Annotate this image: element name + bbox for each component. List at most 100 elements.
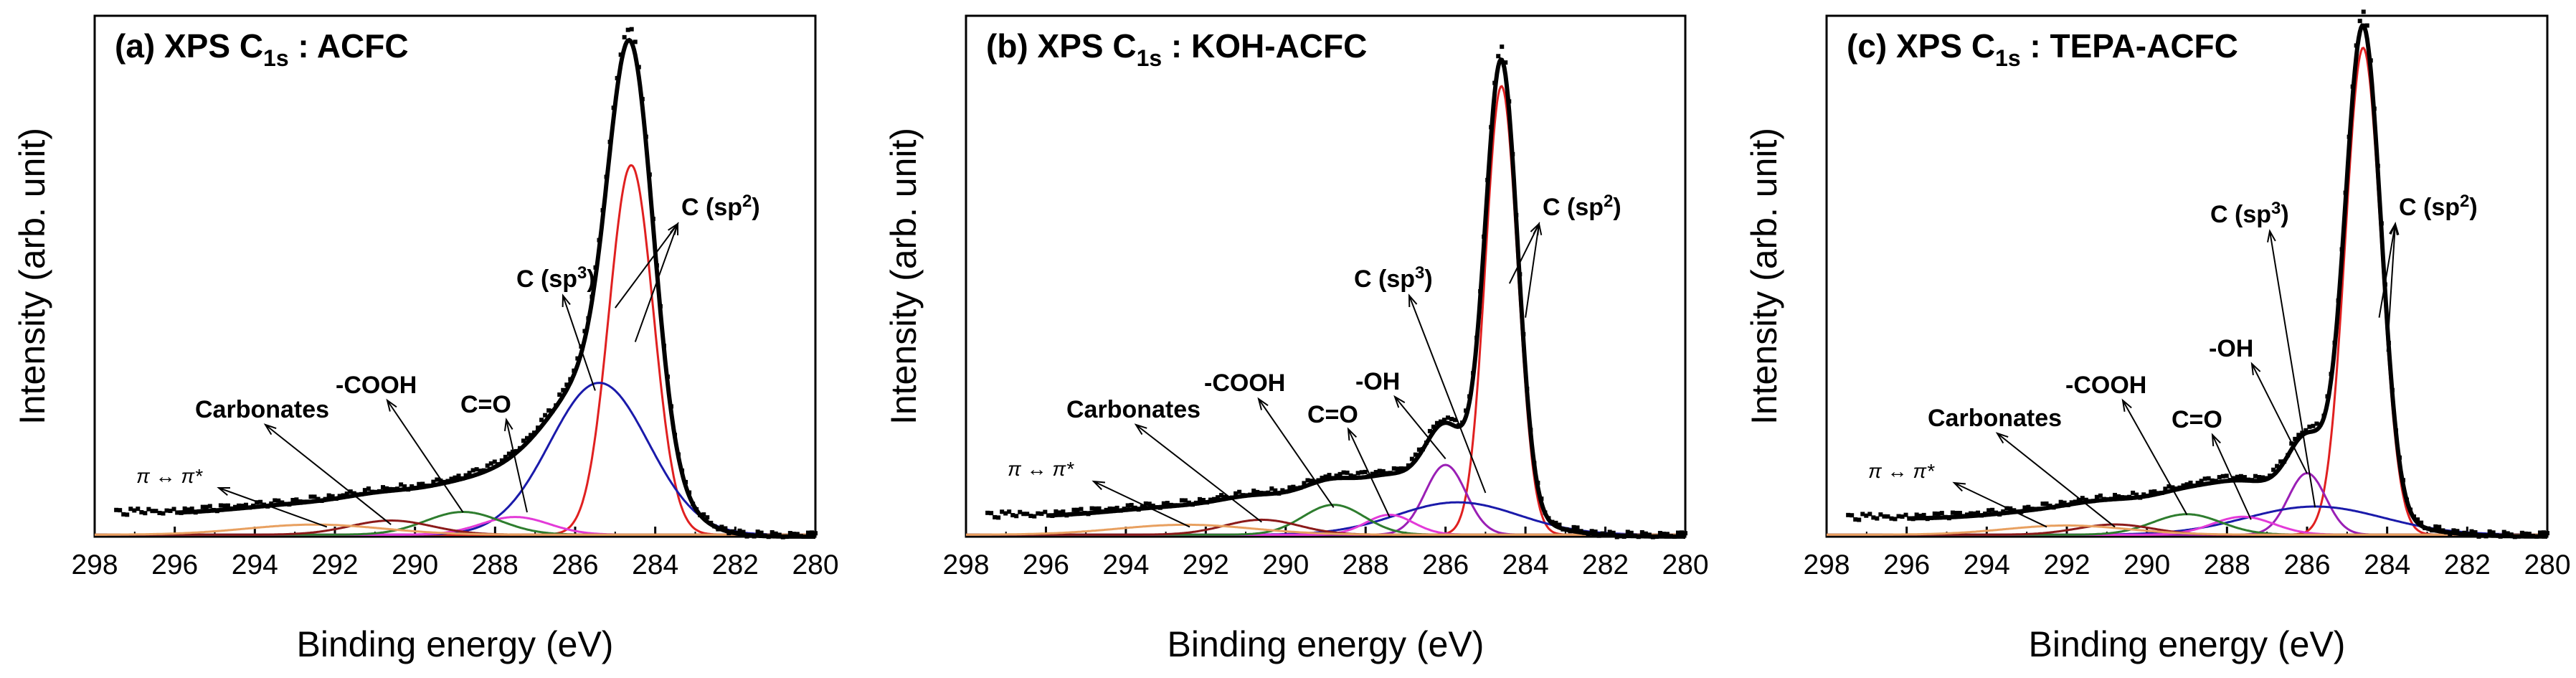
- data-point: [2530, 534, 2535, 539]
- data-point: [2419, 520, 2424, 525]
- data-point: [1972, 511, 1977, 516]
- data-point: [719, 524, 724, 529]
- label-cooh: -COOH: [1204, 369, 1285, 397]
- data-point: [1312, 479, 1317, 484]
- data-point: [1471, 371, 1476, 376]
- arrow-co: [506, 419, 528, 513]
- arrow-pi: [1093, 481, 1190, 528]
- arrowhead-co: [1347, 427, 1358, 441]
- data-point: [611, 105, 616, 110]
- data-point: [1089, 506, 1094, 511]
- arrow-sp3: [2269, 230, 2316, 508]
- arrowhead-cooh: [2121, 398, 2132, 412]
- data-point: [392, 486, 397, 491]
- data-point: [1871, 515, 1876, 520]
- data-point: [1997, 512, 2002, 517]
- data-point: [1675, 530, 1680, 535]
- data-point: [2040, 502, 2045, 507]
- data-point: [2303, 428, 2309, 433]
- label-sp2-superscript: 2: [2460, 192, 2469, 211]
- data-point: [780, 535, 785, 540]
- x-tick-label: 298: [1803, 550, 1850, 580]
- data-point: [2375, 164, 2380, 169]
- data-point: [766, 535, 771, 540]
- data-point: [622, 34, 627, 39]
- data-point: [1061, 509, 1066, 514]
- data-point: [1107, 506, 1112, 511]
- data-point: [1910, 517, 1916, 522]
- data-point: [1377, 469, 1382, 474]
- data-point: [1302, 481, 1307, 486]
- data-point: [1896, 514, 1901, 519]
- data-point: [308, 494, 313, 499]
- data-point: [1441, 418, 1446, 423]
- data-point: [2350, 84, 2355, 89]
- title-main: (b) XPS C: [986, 27, 1137, 65]
- x-tick-label: 280: [2524, 550, 2570, 580]
- data-point: [1510, 151, 1515, 156]
- data-point: [402, 484, 407, 489]
- data-point: [2444, 529, 2449, 535]
- data-point: [506, 451, 511, 456]
- data-point: [589, 294, 595, 299]
- data-point: [244, 502, 249, 507]
- data-point: [1932, 511, 1937, 516]
- data-point: [2473, 530, 2478, 535]
- data-point: [2415, 517, 2420, 522]
- label-sp3-superscript: 3: [1415, 263, 1424, 283]
- data-point: [1643, 531, 1648, 536]
- data-point: [2433, 524, 2438, 529]
- data-point: [1208, 497, 1213, 502]
- data-point: [1482, 234, 1487, 239]
- data-point: [1650, 535, 1655, 540]
- data-point: [1928, 515, 1933, 520]
- label-pi: π ↔ π*: [1008, 458, 1074, 480]
- data-point: [2108, 496, 2113, 502]
- arrow-pi: [1954, 482, 2047, 528]
- x-tick-label: 288: [2204, 550, 2250, 580]
- data-point: [1064, 513, 1069, 518]
- data-point: [2120, 495, 2125, 500]
- arrowhead-oh: [2250, 362, 2261, 376]
- data-point: [427, 483, 432, 488]
- data-point: [136, 507, 141, 512]
- data-point: [1964, 512, 1969, 517]
- data-point: [2177, 485, 2182, 490]
- data-point: [463, 473, 468, 478]
- label-sp2-superscript: 2: [742, 192, 752, 211]
- data-point: [2113, 492, 2117, 497]
- data-point: [1255, 489, 1260, 494]
- data-point: [1168, 502, 1173, 507]
- data-point: [1348, 473, 1353, 478]
- data-point: [683, 479, 688, 484]
- data-point: [2329, 372, 2334, 377]
- data-point: [1850, 513, 1855, 518]
- data-point: [694, 507, 699, 512]
- data-point: [2206, 476, 2211, 481]
- data-point: [2026, 504, 2031, 509]
- data-point: [1298, 485, 1303, 490]
- arrowhead-pi: [1092, 480, 1106, 491]
- data-point: [323, 496, 328, 502]
- data-point: [1230, 495, 1235, 500]
- data-point: [1136, 507, 1141, 512]
- data-point: [435, 477, 440, 482]
- data-point: [164, 508, 169, 513]
- data-point: [691, 502, 696, 507]
- data-point: [1546, 516, 1551, 521]
- data-point: [355, 492, 360, 497]
- data-point: [1140, 504, 1145, 509]
- data-point: [1241, 493, 1246, 498]
- x-axis-label: Binding energy (eV): [2029, 624, 2346, 664]
- data-point: [1118, 508, 1123, 513]
- data-point: [2516, 534, 2521, 539]
- label-oh: -OH: [2209, 335, 2253, 362]
- data-point: [496, 462, 501, 467]
- data-point: [2512, 535, 2517, 540]
- x-tick-label: 294: [1102, 550, 1149, 580]
- data-point: [1453, 418, 1458, 423]
- label-sp3: C (sp3): [2210, 199, 2289, 228]
- data-point: [1413, 452, 1418, 457]
- data-point: [474, 467, 479, 472]
